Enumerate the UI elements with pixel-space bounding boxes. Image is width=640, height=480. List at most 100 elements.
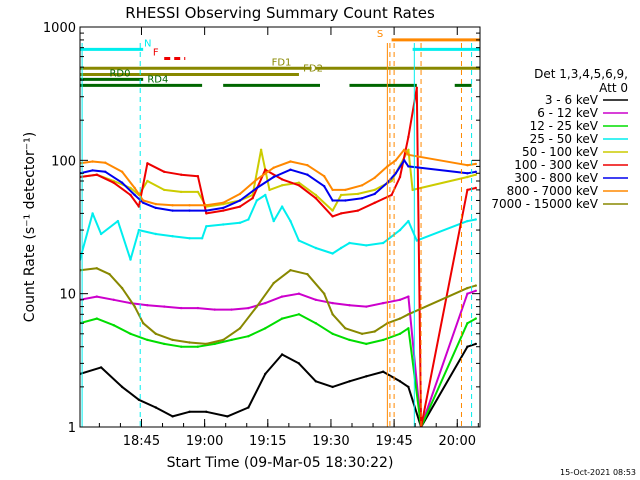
series-point — [247, 218, 250, 221]
flag-label-s: S — [377, 29, 383, 40]
legend-label: 100 - 300 keV — [514, 158, 598, 172]
series-point — [466, 172, 469, 175]
series-point — [365, 244, 368, 247]
series-point — [230, 308, 233, 311]
series-point — [466, 219, 469, 223]
y-tick-label: 10 — [59, 288, 76, 303]
series-point — [142, 201, 145, 204]
series-point — [129, 258, 132, 261]
series-point — [95, 267, 99, 270]
series-point — [95, 295, 99, 298]
legend-label: 3 - 6 keV — [545, 93, 599, 107]
series-point — [297, 239, 301, 242]
legend-label: 800 - 7000 keV — [507, 184, 599, 198]
series-point — [120, 286, 124, 290]
series-point — [163, 188, 166, 192]
series-point — [146, 179, 149, 183]
series-point — [394, 172, 397, 175]
series-point — [348, 241, 351, 245]
series-point — [112, 298, 115, 301]
x-tick-label: 19:30 — [312, 434, 349, 449]
series-point — [474, 284, 477, 287]
series-point — [360, 197, 364, 200]
series-point — [314, 380, 317, 383]
series-point — [154, 202, 157, 206]
series-line-5 — [80, 86, 477, 427]
series-point — [314, 298, 317, 301]
series-point — [112, 181, 115, 184]
x-tick-label: 19:45 — [375, 434, 412, 449]
series-point — [179, 306, 183, 310]
series-point — [116, 219, 120, 223]
series-point — [200, 237, 204, 240]
series-point — [466, 322, 469, 325]
series-point — [264, 168, 267, 171]
series-point — [331, 313, 334, 316]
vertical-lines-layer — [81, 43, 473, 427]
series-point — [348, 380, 351, 383]
series-point — [104, 170, 107, 173]
series-point — [323, 175, 326, 178]
series-point — [196, 345, 200, 348]
series-point — [407, 135, 410, 139]
series-point — [99, 366, 103, 369]
series-point — [323, 292, 326, 295]
series-point — [238, 221, 242, 224]
series-point — [297, 181, 301, 184]
series-point — [466, 175, 469, 179]
series-point — [331, 385, 334, 389]
series-point — [466, 188, 469, 192]
series-point — [356, 209, 360, 212]
series-point — [474, 342, 477, 346]
series-point — [344, 188, 347, 192]
series-point — [306, 273, 309, 276]
series-point — [238, 199, 242, 202]
series-point — [251, 197, 254, 200]
series-point — [188, 209, 191, 212]
series-point — [205, 204, 208, 207]
series-point — [323, 185, 326, 188]
series-point — [403, 159, 406, 162]
series-point — [205, 209, 208, 212]
series-point — [264, 372, 267, 376]
series-point — [403, 148, 406, 151]
series-point — [289, 269, 292, 272]
series-point — [398, 332, 402, 335]
series-point — [226, 415, 229, 418]
series-point — [289, 160, 292, 163]
series-point — [331, 209, 334, 212]
series-line-8 — [80, 267, 477, 345]
series-point — [247, 406, 250, 409]
series-point — [280, 184, 284, 187]
series-point — [171, 415, 174, 418]
series-point — [142, 322, 145, 325]
series-point — [91, 169, 94, 172]
plot-frame — [79, 26, 481, 428]
series-point — [407, 313, 410, 316]
y-tick-label: 1000 — [43, 21, 76, 36]
series-point — [348, 304, 351, 307]
series-point — [306, 173, 309, 176]
series-line-1 — [80, 289, 477, 427]
series-point — [247, 306, 250, 310]
series-point — [146, 338, 149, 342]
flag-label-fd1: FD1 — [272, 57, 292, 68]
series-point — [205, 342, 208, 346]
series-point — [306, 164, 309, 167]
series-point — [196, 306, 200, 310]
series-point — [373, 330, 376, 333]
series-point — [205, 212, 208, 215]
series-point — [331, 332, 334, 335]
series-point — [344, 199, 347, 202]
series-point — [373, 201, 376, 204]
series-point — [474, 317, 477, 320]
series-point — [129, 332, 132, 335]
series-point — [264, 327, 267, 330]
series-point — [133, 186, 136, 190]
series-point — [120, 170, 124, 173]
series-point — [289, 219, 292, 223]
series-point — [398, 228, 402, 232]
series-point — [466, 345, 469, 348]
series-point — [264, 301, 267, 305]
